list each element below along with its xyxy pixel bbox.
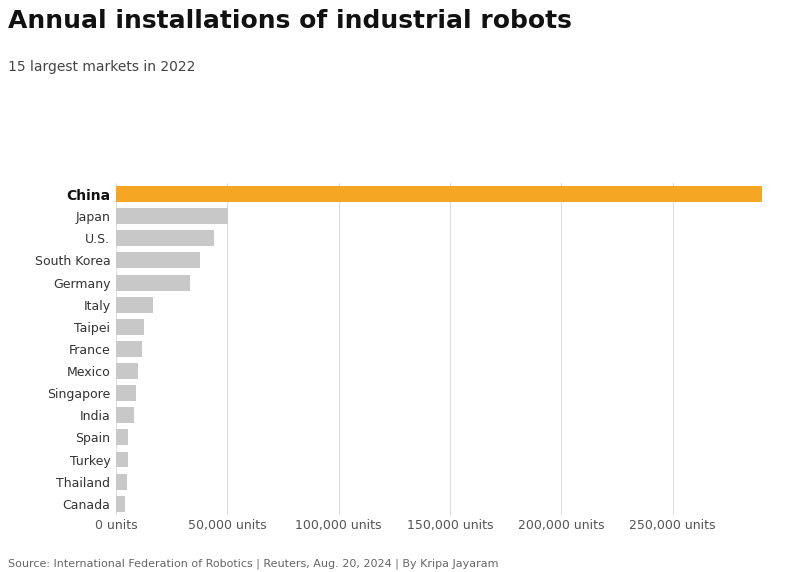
Bar xyxy=(116,474,127,490)
Bar xyxy=(116,407,134,423)
Bar xyxy=(116,208,228,224)
Bar xyxy=(116,252,200,268)
Bar xyxy=(116,341,142,357)
Text: Source: International Federation of Robotics | Reuters, Aug. 20, 2024 | By Kripa: Source: International Federation of Robo… xyxy=(8,559,498,569)
Text: 15 largest markets in 2022: 15 largest markets in 2022 xyxy=(8,60,195,74)
Bar xyxy=(116,319,144,335)
Bar xyxy=(116,430,128,446)
Bar xyxy=(116,297,153,313)
Bar xyxy=(116,363,138,379)
Bar xyxy=(116,496,126,512)
Bar xyxy=(116,275,190,291)
Bar xyxy=(116,451,128,467)
Bar xyxy=(116,385,136,401)
Bar xyxy=(116,231,214,247)
Bar xyxy=(116,186,762,202)
Text: Annual installations of industrial robots: Annual installations of industrial robot… xyxy=(8,9,572,33)
